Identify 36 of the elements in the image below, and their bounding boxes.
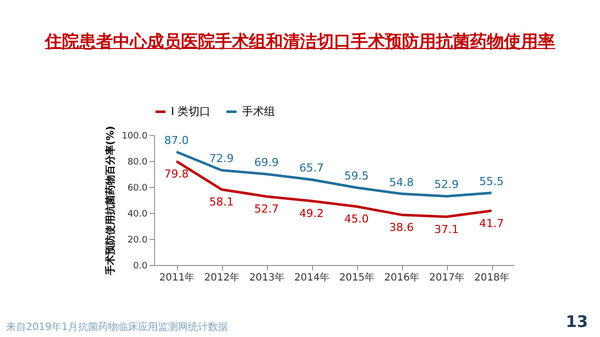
chart-title: 住院患者中心成员医院手术组和清洁切口手术预防用抗菌药物使用率 [44, 31, 556, 53]
x-tick-label: 2014年 [294, 272, 330, 284]
data-label: 79.8 [164, 167, 189, 180]
y-tick-label: 60.0 [127, 184, 148, 194]
x-tick-label: 2017年 [429, 272, 465, 284]
data-label: 54.8 [389, 176, 414, 189]
data-label: 37.1 [434, 222, 459, 236]
x-tick-label: 2015年 [339, 272, 375, 284]
x-tick-label: 2016年 [384, 272, 420, 284]
x-tick-label: 2011年 [159, 272, 195, 284]
text: 13 [566, 312, 588, 331]
data-label: 72.9 [209, 152, 234, 166]
y-tick-label: 100.0 [122, 132, 148, 142]
data-label: 69.9 [254, 156, 279, 170]
text: 来自2019年1月抗菌药物临床应用监测网统计数据 [6, 320, 228, 334]
data-label: 87.0 [164, 134, 189, 147]
data-label: 58.1 [209, 195, 234, 208]
data-label: 45.0 [344, 212, 369, 226]
data-label: 38.6 [389, 220, 414, 234]
y-axis-title: 手术预防使用抗菌药物百分率(%) [104, 126, 117, 276]
legend-label: 手术组 [242, 104, 275, 118]
data-label: 52.9 [434, 178, 459, 192]
y-tick-label: 40.0 [127, 210, 148, 220]
legend-label: I 类切口 [171, 104, 211, 118]
x-tick-label: 2012年 [204, 272, 240, 284]
x-tick-label: 2018年 [474, 272, 510, 284]
data-label: 49.2 [299, 207, 324, 220]
data-label: 59.5 [344, 170, 369, 183]
y-tick-label: 20.0 [127, 236, 148, 246]
y-tick-label: 80.0 [127, 158, 148, 168]
data-label: 52.7 [254, 202, 279, 216]
data-label: 55.5 [479, 174, 504, 188]
data-label: 41.7 [479, 216, 504, 230]
data-label: 65.7 [299, 162, 324, 175]
x-tick-label: 2013年 [249, 272, 285, 284]
y-tick-label: 0.0 [133, 262, 148, 272]
